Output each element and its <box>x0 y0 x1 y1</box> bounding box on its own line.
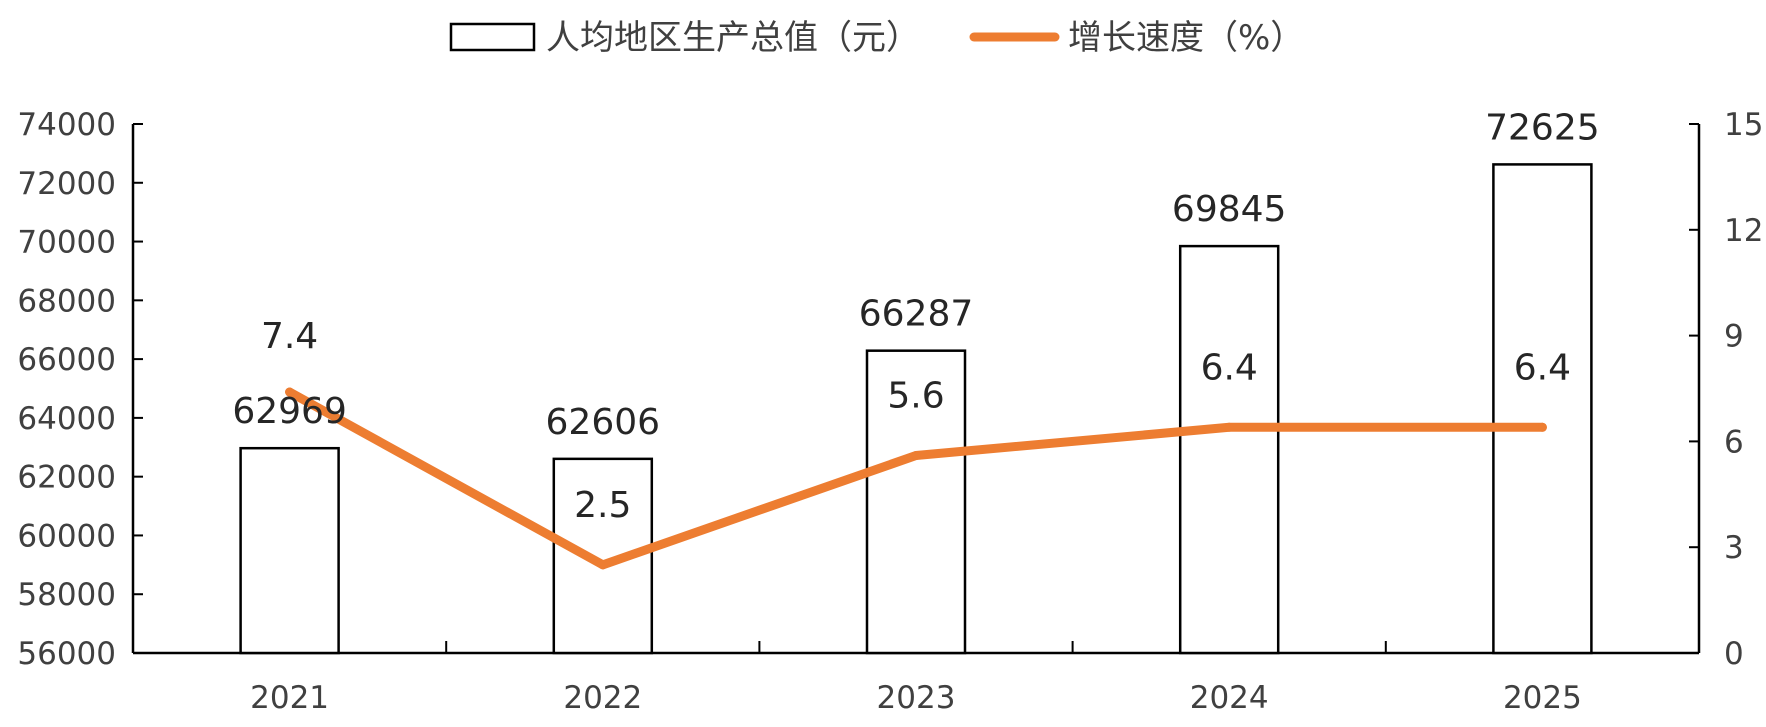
bar-value-label: 66287 <box>859 294 974 335</box>
right-tick-label: 6 <box>1724 424 1744 460</box>
legend-bar-swatch <box>449 22 536 52</box>
left-tick-label: 56000 <box>17 636 116 672</box>
left-tick-label: 62000 <box>17 460 116 496</box>
bar-value-label: 72625 <box>1485 107 1600 148</box>
right-tick-label: 15 <box>1724 107 1763 143</box>
bar-value-label: 62969 <box>232 391 347 432</box>
x-tick-label: 2022 <box>563 680 642 716</box>
x-tick-label: 2021 <box>250 680 329 716</box>
data-labels: 62969 62606 66287 69845 72625 7.4 2.5 5.6 6.4 6.4 <box>232 107 1599 525</box>
left-tick-label: 68000 <box>17 283 116 319</box>
left-tick-label: 60000 <box>17 518 116 554</box>
right-tick-label: 3 <box>1724 530 1744 566</box>
growth-point <box>598 560 608 570</box>
growth-value-label: 6.4 <box>1201 347 1258 388</box>
axes: 56000 58000 60000 62000 64000 66000 68000 70000… <box>17 107 1763 716</box>
legend-line-label: 增长速度（%） <box>1068 18 1304 58</box>
bar <box>865 349 967 655</box>
growth-point <box>911 451 921 461</box>
growth-point <box>1537 422 1547 432</box>
growth-value-label: 5.6 <box>887 376 944 417</box>
right-tick-label: 12 <box>1724 213 1763 249</box>
left-tick-label: 72000 <box>17 166 116 202</box>
legend: 人均地区生产总值（元） 增长速度（%） <box>449 18 1304 58</box>
growth-line <box>285 387 1547 570</box>
right-tick-label: 0 <box>1724 636 1744 672</box>
left-tick-label: 74000 <box>17 107 116 143</box>
left-tick-label: 64000 <box>17 401 116 437</box>
growth-value-label: 6.4 <box>1514 347 1571 388</box>
bar-value-label: 62606 <box>546 402 661 443</box>
legend-bar-label: 人均地区生产总值（元） <box>546 18 920 58</box>
bars <box>239 163 1593 655</box>
x-tick-label: 2025 <box>1503 680 1582 716</box>
left-tick-label: 58000 <box>17 577 116 613</box>
bar <box>1492 163 1593 655</box>
x-tick-label: 2023 <box>877 680 956 716</box>
x-tick-label: 2024 <box>1190 680 1269 716</box>
growth-point <box>1224 422 1234 432</box>
growth-point <box>285 387 295 397</box>
left-tick-label: 66000 <box>17 342 116 378</box>
bar-value-label: 69845 <box>1172 189 1287 230</box>
bar <box>239 446 340 655</box>
growth-value-label: 2.5 <box>574 485 631 526</box>
left-tick-label: 70000 <box>17 225 116 261</box>
growth-value-label: 7.4 <box>261 316 318 357</box>
bar <box>1178 244 1280 655</box>
right-tick-label: 9 <box>1724 319 1744 355</box>
